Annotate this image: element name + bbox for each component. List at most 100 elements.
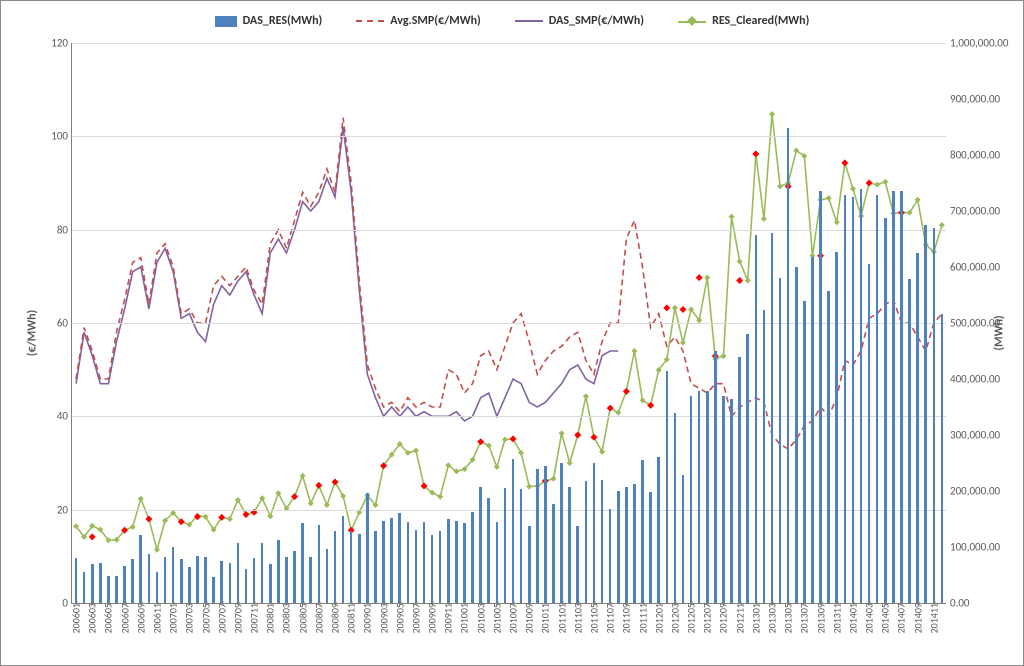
series-marker bbox=[777, 183, 783, 189]
legend-label: DAS_RES(MWh) bbox=[243, 14, 323, 28]
bar bbox=[123, 566, 126, 603]
highlight-marker bbox=[736, 277, 743, 284]
series-marker bbox=[591, 434, 597, 440]
series-marker bbox=[907, 210, 913, 216]
x-tick-label: 200805 bbox=[296, 603, 309, 633]
bar bbox=[293, 551, 296, 603]
x-tick-label: 201309 bbox=[814, 603, 827, 633]
x-tick-label: 200803 bbox=[280, 603, 293, 633]
bar bbox=[924, 225, 927, 603]
x-tick-label: 200609 bbox=[134, 603, 147, 633]
x-tick-label: 201205 bbox=[685, 603, 698, 633]
highlight-marker bbox=[623, 388, 630, 395]
series-marker bbox=[122, 527, 128, 533]
bar bbox=[496, 522, 499, 603]
series-marker bbox=[340, 493, 346, 499]
bar bbox=[787, 128, 790, 603]
x-tick-label: 201203 bbox=[668, 603, 681, 633]
bar bbox=[520, 489, 523, 603]
bar bbox=[682, 475, 685, 603]
gridline bbox=[72, 323, 946, 324]
x-tick-label: 200707 bbox=[215, 603, 228, 633]
series-marker bbox=[381, 463, 387, 469]
legend: DAS_RES(MWh) Avg.SMP(€/MWh) DAS_SMP(€/MW… bbox=[1, 7, 1023, 35]
bar bbox=[131, 559, 134, 603]
series-marker bbox=[437, 494, 443, 500]
bar bbox=[844, 195, 847, 603]
series-marker bbox=[267, 513, 273, 519]
highlight-marker bbox=[315, 482, 322, 489]
highlight-marker bbox=[752, 150, 759, 157]
highlight-marker bbox=[332, 479, 339, 486]
series-marker bbox=[720, 353, 726, 359]
bar bbox=[253, 558, 256, 603]
x-tick-label: 200911 bbox=[442, 603, 455, 633]
x-tick-label: 201409 bbox=[911, 603, 924, 633]
bar bbox=[172, 547, 175, 603]
y-left-tick-label: 60 bbox=[57, 317, 72, 330]
series-marker bbox=[445, 462, 451, 468]
bar bbox=[423, 522, 426, 603]
legend-item-res: RES_Cleared(MWh) bbox=[678, 14, 809, 28]
x-tick-label: 200605 bbox=[102, 603, 115, 633]
series-marker bbox=[81, 534, 87, 540]
highlight-marker bbox=[242, 511, 249, 518]
highlight-marker bbox=[510, 435, 517, 442]
series-marker bbox=[429, 490, 435, 496]
series-marker bbox=[680, 340, 686, 346]
series-marker bbox=[275, 490, 281, 496]
x-tick-label: 201303 bbox=[766, 603, 779, 633]
series-marker bbox=[753, 151, 759, 157]
legend-swatch-linemark bbox=[678, 15, 706, 27]
bar bbox=[779, 278, 782, 603]
bar bbox=[342, 516, 345, 603]
x-tick-label: 201305 bbox=[782, 603, 795, 633]
series-marker bbox=[486, 443, 492, 449]
x-tick-label: 200811 bbox=[345, 603, 358, 633]
bar bbox=[666, 371, 669, 603]
series-marker bbox=[494, 464, 500, 470]
bar bbox=[876, 195, 879, 603]
series-marker bbox=[73, 523, 79, 529]
bar bbox=[220, 561, 223, 603]
x-tick-label: 200809 bbox=[329, 603, 342, 633]
highlight-marker bbox=[291, 493, 298, 500]
bar bbox=[552, 504, 555, 603]
y-right-tick-label: 300,000.00 bbox=[946, 429, 1000, 442]
series-marker bbox=[745, 277, 751, 283]
series-marker bbox=[138, 496, 144, 502]
bar bbox=[916, 253, 919, 603]
bar bbox=[148, 554, 151, 603]
x-tick-label: 200703 bbox=[183, 603, 196, 633]
series-marker bbox=[235, 497, 241, 503]
bar bbox=[229, 563, 232, 603]
x-tick-label: 201001 bbox=[458, 603, 471, 633]
bar bbox=[763, 310, 766, 603]
series-marker bbox=[461, 466, 467, 472]
x-tick-label: 200601 bbox=[70, 603, 83, 633]
series-marker bbox=[146, 516, 152, 522]
series-marker bbox=[178, 519, 184, 525]
highlight-marker bbox=[218, 514, 225, 521]
x-tick-label: 201301 bbox=[749, 603, 762, 633]
bar bbox=[188, 567, 191, 603]
x-tick-label: 201405 bbox=[879, 603, 892, 633]
bar bbox=[245, 569, 248, 603]
highlight-marker bbox=[696, 274, 703, 281]
series-marker bbox=[421, 483, 427, 489]
series-marker bbox=[769, 111, 775, 117]
bar bbox=[374, 531, 377, 603]
x-tick-label: 201009 bbox=[523, 603, 536, 633]
series-marker bbox=[510, 436, 516, 442]
bar bbox=[868, 264, 871, 603]
bar bbox=[487, 498, 490, 603]
series-marker bbox=[405, 450, 411, 456]
x-tick-label: 201211 bbox=[733, 603, 746, 633]
series-marker bbox=[186, 522, 192, 528]
x-tick-label: 201307 bbox=[798, 603, 811, 633]
series-marker bbox=[656, 367, 662, 373]
series-marker bbox=[130, 524, 136, 530]
bar bbox=[544, 466, 547, 603]
series-marker bbox=[413, 448, 419, 454]
bar bbox=[277, 540, 280, 603]
